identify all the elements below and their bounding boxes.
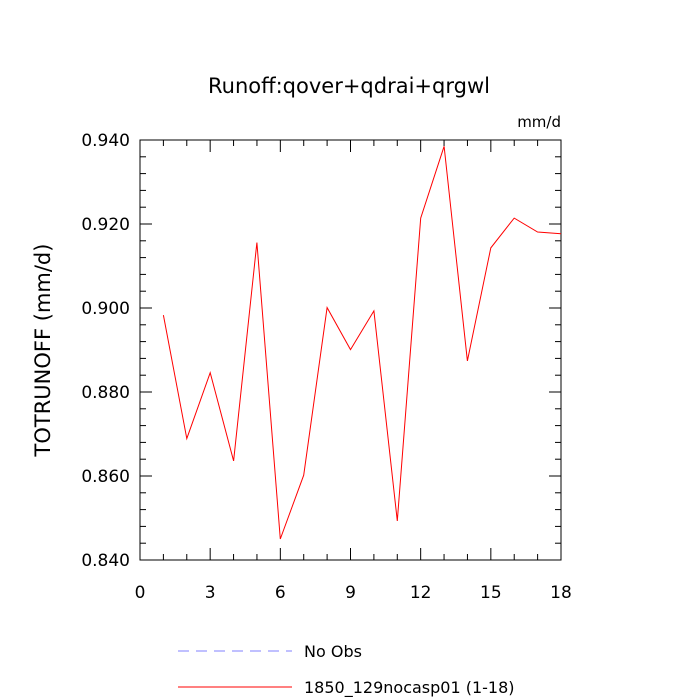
x-tick-label: 3 [205,583,216,603]
series-lines [162,146,562,540]
x-tick-label: 6 [275,583,286,603]
y-tick-label: 0.900 [81,299,130,319]
chart-title: Runoff:qover+qdrai+qrgwl [208,74,490,98]
units-label: mm/d [517,113,561,131]
legend-label: No Obs [304,642,362,661]
series-line [162,146,562,540]
y-tick-label: 0.840 [81,551,130,571]
x-tick-label: 9 [345,583,356,603]
y-tick-label: 0.920 [81,215,130,235]
y-tick-label: 0.940 [81,131,130,151]
y-axis-label: TOTRUNOFF (mm/d) [31,244,55,458]
x-tick-label: 15 [480,583,502,603]
legend-label: 1850_129nocasp01 (1-18) [304,678,515,698]
y-tick-label: 0.860 [81,467,130,487]
x-tick-labels: 0 3 6 9 12 15 18 [135,583,572,603]
x-tick-label: 0 [135,583,146,603]
axis-ticks [139,139,562,561]
y-tick-labels: 0.840 0.860 0.880 0.900 0.920 0.940 [81,131,130,571]
y-tick-label: 0.880 [81,383,130,403]
legend: No Obs 1850_129nocasp01 (1-18) [178,642,515,698]
x-tick-label: 18 [550,583,572,603]
x-tick-label: 12 [410,583,432,603]
